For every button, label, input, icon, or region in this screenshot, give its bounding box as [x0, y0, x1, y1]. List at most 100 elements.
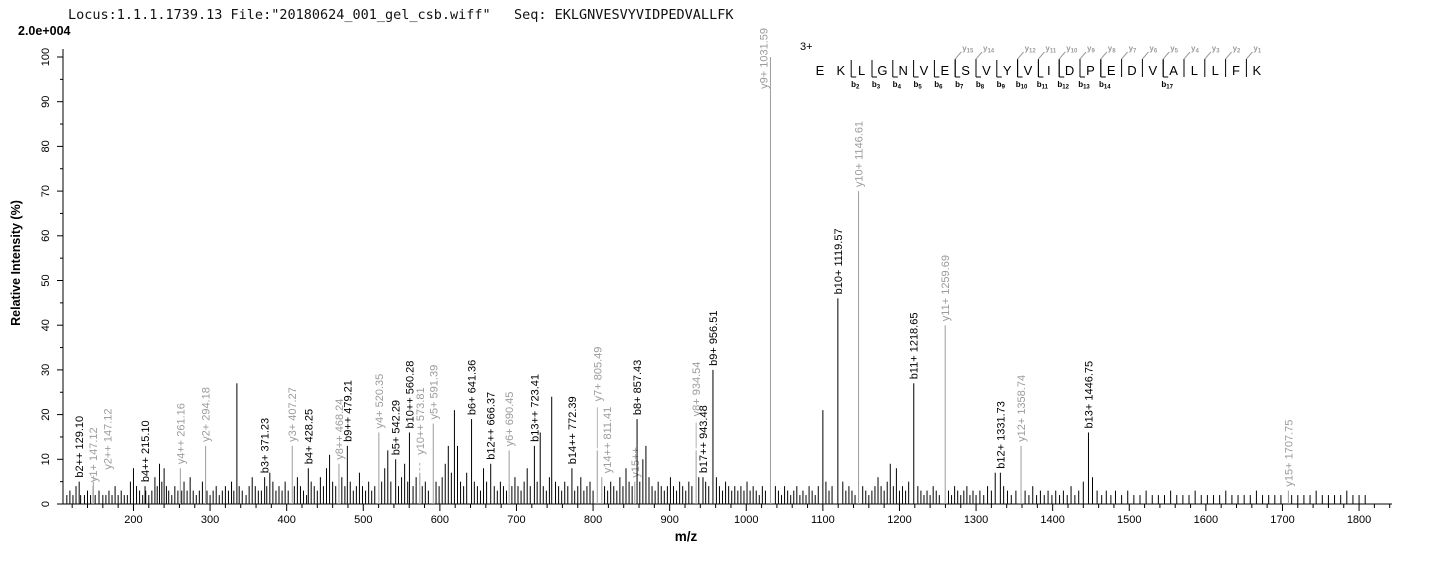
peak-label: y2++ 147.12	[102, 408, 114, 469]
peak-label: y5+ 591.39	[428, 365, 440, 420]
x-tick-label: 300	[201, 514, 219, 526]
residue-letter: D	[1127, 63, 1136, 78]
y-tick-label: 90	[40, 96, 52, 108]
y-tick-label: 20	[40, 408, 52, 420]
y-tick-label: 60	[40, 230, 52, 242]
y-cleavage-arm	[1246, 51, 1253, 60]
noise-peaks	[66, 383, 1366, 504]
peak-label: y15+ 1707.75	[1283, 420, 1295, 487]
residue-letter: V	[1148, 63, 1157, 78]
residue-letter: K	[1252, 63, 1261, 78]
residue-letter: L	[858, 63, 865, 78]
peak-label: b4++ 215.10	[140, 420, 152, 482]
b5-ion-label: b5	[913, 80, 922, 91]
b8-ion-label: b8	[976, 80, 985, 91]
b12-ion-label: b12	[1057, 80, 1069, 91]
y15-ion-label: y15	[962, 44, 974, 55]
residue-letter: D	[1065, 63, 1074, 78]
residue-letter: N	[899, 63, 908, 78]
y-cleavage-arm	[1100, 51, 1108, 60]
peak-label: b3+ 371.23	[260, 418, 272, 473]
y4-ion-label: y4	[1191, 44, 1199, 55]
peak-label: b12++ 666.37	[486, 392, 498, 460]
labeled-peaks: b2++ 129.10 y1+ 147.12 y2++ 147.12 b4++ 215…	[74, 28, 1295, 504]
y8-ion-label: y8	[1108, 44, 1116, 55]
peak-label: b11+ 1218.65	[909, 313, 921, 380]
residue-letter: G	[877, 63, 887, 78]
peak-label: y15++	[630, 447, 642, 478]
residue-letter: E	[940, 63, 949, 78]
y-cleavage-arm	[1225, 51, 1232, 60]
peak-label: y8+ 934.54	[691, 362, 703, 417]
peak-label: y12+ 1358.74	[1016, 375, 1028, 442]
b14-ion-label: b14	[1099, 80, 1111, 91]
peak-label: y3+ 407.27	[287, 387, 299, 442]
x-tick-label: 1500	[1117, 514, 1141, 526]
y-axis-title: Relative Intensity (%)	[9, 200, 23, 326]
x-tick-label: 800	[584, 514, 602, 526]
peak-label: y10++ 573.81	[415, 387, 427, 454]
b2-ion-label: b2	[851, 80, 860, 91]
locus-file-label: Locus:1.1.1.1739.13 File:"20180624_001_g…	[68, 7, 491, 23]
peak-label: b13+ 1446.75	[1083, 361, 1095, 429]
b11-ion-label: b11	[1037, 80, 1049, 91]
peak-label: y2+ 294.18	[201, 387, 213, 442]
b3-ion-label: b3	[872, 80, 881, 91]
y12-ion-label: y12	[1025, 44, 1037, 55]
precursor-charge: 3+	[800, 41, 813, 53]
x-tick-label: 1700	[1270, 514, 1294, 526]
peak-label: b13++ 723.41	[529, 374, 541, 442]
y-tick-label: 10	[40, 453, 52, 465]
x-tick-label: 400	[277, 514, 295, 526]
x-tick-label: 1000	[734, 514, 758, 526]
peak-label: b5+ 542.29	[391, 400, 403, 455]
peak-label: y11+ 1259.69	[940, 255, 952, 321]
y5-ion-label: y5	[1170, 44, 1178, 55]
residue-letter: E	[816, 63, 825, 78]
residue-letter: V	[920, 63, 929, 78]
peak-label: y10+ 1146.61	[854, 121, 866, 187]
x-tick-label: 700	[507, 514, 525, 526]
peak-label: y4+ 520.35	[374, 374, 386, 429]
y-cleavage-arm	[1038, 51, 1045, 60]
x-axis-title: m/z	[675, 529, 698, 544]
b6-ion-label: b6	[934, 80, 943, 91]
residue-letter: F	[1232, 63, 1240, 78]
b9-ion-label: b9	[997, 80, 1006, 91]
b13-ion-label: b13	[1078, 80, 1090, 91]
x-tick-label: 1600	[1194, 514, 1218, 526]
x-tick-label: 1800	[1347, 514, 1371, 526]
residue-letter: E	[1107, 63, 1116, 78]
x-tick-label: 1100	[811, 514, 835, 526]
x-tick-label: 900	[660, 514, 678, 526]
y3-ion-label: y3	[1212, 44, 1220, 55]
x-tick-label: 500	[354, 514, 372, 526]
peak-label: b9+ 956.51	[708, 311, 720, 366]
residue-letter: V	[1024, 63, 1033, 78]
residue-letter: L	[1212, 63, 1219, 78]
residue-letter: I	[1047, 63, 1051, 78]
y10-ion-label: y10	[1066, 44, 1078, 55]
peak-label: b12+ 1331.73	[995, 401, 1007, 469]
y-cleavage-arm	[1121, 51, 1128, 60]
peak-label: b17++ 943.48	[698, 405, 710, 473]
y7-ion-label: y7	[1129, 44, 1137, 55]
y-cleavage-arm	[1142, 51, 1149, 60]
peak-label: b9++ 479.21	[342, 380, 354, 442]
y-cleavage-arm	[954, 51, 962, 60]
y-tick-label: 80	[40, 140, 52, 152]
peak-label: y7+ 805.49	[592, 347, 604, 402]
b17-ion-label: b17	[1161, 80, 1173, 91]
x-tick-label: 1300	[964, 514, 988, 526]
residue-letter: L	[1191, 63, 1198, 78]
residue-letter: A	[1169, 63, 1178, 78]
y1-ion-label: y1	[1253, 44, 1261, 55]
ticks	[57, 56, 1391, 511]
b10-ion-label: b10	[1016, 80, 1028, 91]
y-cleavage-arm	[1079, 51, 1087, 60]
x-tick-label: 600	[431, 514, 449, 526]
x-tick-label: 200	[124, 514, 142, 526]
y-cleavage-arm	[1204, 51, 1212, 60]
y-cleavage-arm	[1162, 51, 1170, 60]
